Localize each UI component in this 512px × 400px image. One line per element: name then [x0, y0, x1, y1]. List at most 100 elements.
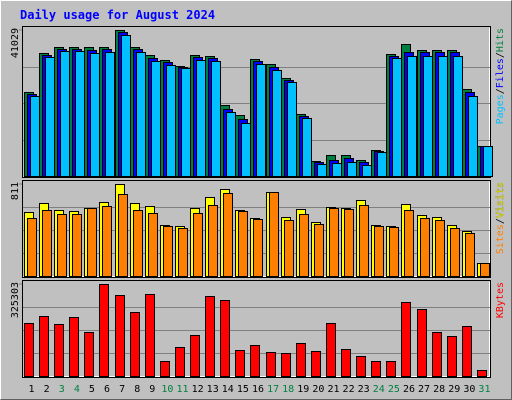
bar — [75, 51, 85, 177]
bar — [54, 324, 64, 377]
legend-separator: / — [495, 52, 506, 58]
bar — [118, 194, 128, 277]
bar — [392, 58, 402, 177]
bar — [317, 164, 327, 177]
bar — [151, 61, 161, 177]
bar — [69, 317, 79, 377]
x-tick-label: 29 — [448, 384, 460, 395]
bar — [480, 263, 490, 277]
bar — [211, 61, 221, 177]
bar — [24, 323, 34, 377]
bar — [223, 193, 233, 277]
bar — [181, 68, 191, 177]
bar — [407, 56, 417, 177]
bar — [175, 347, 185, 377]
bar — [420, 218, 430, 277]
bar — [130, 312, 140, 377]
bar — [483, 146, 493, 177]
bar — [435, 220, 445, 277]
bar — [45, 57, 55, 177]
x-tick-label: 4 — [74, 384, 80, 395]
bar — [42, 210, 52, 277]
x-tick-label: 13 — [207, 384, 219, 395]
bar — [163, 226, 173, 277]
legend-entry: KBytes — [495, 282, 506, 318]
bar — [371, 361, 381, 377]
x-tick-label: 8 — [134, 384, 140, 395]
x-tick-label: 10 — [161, 384, 173, 395]
y-tick-label: 41029 — [10, 28, 21, 58]
bar — [423, 56, 433, 177]
bar — [401, 302, 411, 377]
bar — [87, 208, 97, 277]
x-tick-label: 15 — [237, 384, 249, 395]
legend-entry: Files — [495, 58, 506, 88]
bar — [287, 82, 297, 177]
x-tick-label: 25 — [388, 384, 400, 395]
bar — [311, 351, 321, 377]
x-tick-label: 17 — [267, 384, 279, 395]
x-tick-label: 3 — [59, 384, 65, 395]
bar — [356, 356, 366, 377]
x-tick-label: 14 — [222, 384, 234, 395]
bar — [178, 228, 188, 277]
x-tick-label: 22 — [343, 384, 355, 395]
x-tick-label: 20 — [312, 384, 324, 395]
bar — [102, 206, 112, 277]
bar — [468, 96, 478, 177]
x-tick-label: 18 — [282, 384, 294, 395]
bar — [347, 162, 357, 177]
bar — [284, 220, 294, 277]
bar — [121, 35, 131, 177]
bar — [374, 226, 384, 277]
bar — [438, 56, 448, 177]
legend: KBytes — [495, 282, 506, 318]
legend-separator: / — [495, 218, 506, 224]
x-tick-label: 12 — [192, 384, 204, 395]
x-tick-label: 24 — [373, 384, 385, 395]
bar — [57, 214, 67, 277]
legend-entry: Visits — [495, 182, 506, 218]
bar — [39, 316, 49, 377]
bar — [115, 295, 125, 377]
legend-entry: Hits — [495, 28, 506, 52]
x-tick-label: 2 — [44, 384, 50, 395]
bar — [453, 56, 463, 177]
bar — [432, 332, 442, 377]
bar — [133, 210, 143, 277]
x-tick-label: 30 — [463, 384, 475, 395]
bar — [281, 353, 291, 377]
bar — [205, 296, 215, 377]
legend-entry: Sites — [495, 224, 506, 254]
bar — [196, 60, 206, 177]
bar — [105, 52, 115, 177]
x-tick-label: 5 — [89, 384, 95, 395]
bar — [238, 211, 248, 277]
bar — [272, 70, 282, 177]
chart-title: Daily usage for August 2024 — [20, 8, 215, 22]
bar — [253, 219, 263, 277]
bar — [462, 326, 472, 377]
x-tick-label: 1 — [29, 384, 35, 395]
bar — [362, 165, 372, 177]
x-tick-label: 11 — [176, 384, 188, 395]
bar — [148, 213, 158, 277]
bar — [30, 96, 40, 177]
bar — [166, 65, 176, 177]
bar — [269, 192, 279, 277]
legend-separator: / — [495, 88, 506, 94]
x-tick-label: 9 — [149, 384, 155, 395]
x-tick-label: 21 — [327, 384, 339, 395]
legend: Sites/Visits — [495, 182, 506, 254]
bar — [145, 294, 155, 377]
x-tick-label: 16 — [252, 384, 264, 395]
bar — [329, 208, 339, 277]
x-tick-label: 23 — [358, 384, 370, 395]
bar — [90, 53, 100, 177]
bar — [417, 309, 427, 377]
x-tick-label: 31 — [478, 384, 490, 395]
bar — [235, 350, 245, 377]
y-tick-label: 811 — [10, 182, 21, 200]
